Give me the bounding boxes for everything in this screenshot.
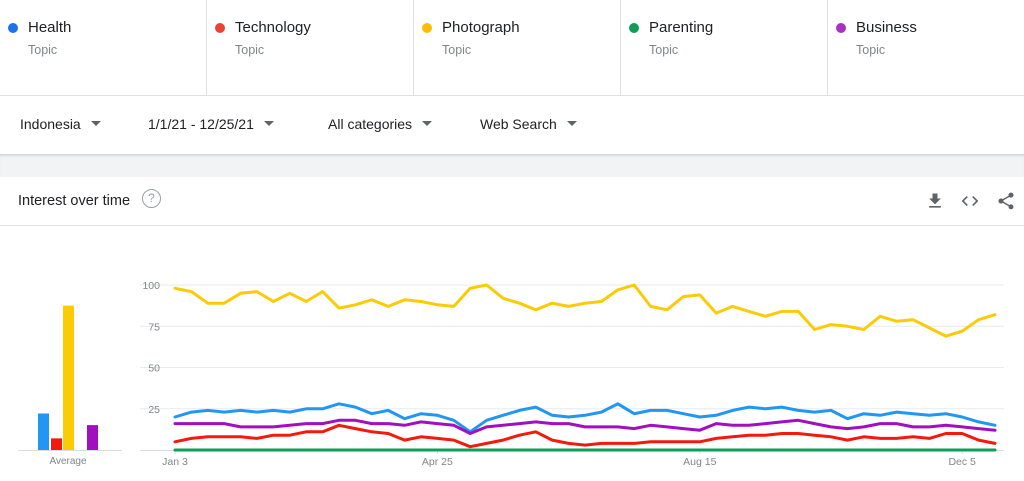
section-divider [0,154,1024,177]
series-color-dot [422,23,432,33]
card-title: Interest over time [18,193,131,209]
series-color-dot [215,23,225,33]
x-tick-label: Dec 5 [948,456,976,468]
term-type: Topic [649,43,679,57]
x-tick-label: Jan 3 [162,456,188,468]
term-type: Topic [28,43,58,57]
average-bar-business [87,425,98,450]
caret-down-icon [263,120,274,126]
average-bar-health [38,413,49,450]
term-name: Photograph [442,19,520,36]
term-name: Health [28,19,72,36]
term-card-photograph[interactable]: Photograph Topic [414,0,621,96]
help-icon[interactable]: ? [142,189,161,208]
embed-code-icon[interactable] [960,191,980,211]
download-icon[interactable] [925,191,945,211]
date-range-value: 1/1/21 - 12/25/21 [148,116,254,132]
series-line-business [173,418,997,435]
caret-down-icon [566,120,577,126]
interest-over-time-card: Interest over time ? Average 100 75 50 25 Ja… [0,177,1024,481]
average-bar-photograph [63,305,74,450]
series-line-photograph [173,283,997,338]
caret-down-icon [422,120,433,126]
term-name: Business [856,19,917,36]
series-line-health [173,402,997,434]
term-type: Topic [235,43,265,57]
series-color-dot [629,23,639,33]
y-tick-label: 50 [148,363,160,375]
compare-terms-bar: Health Topic Technology Topic Photograph… [0,0,1024,96]
x-tick-label: Aug 15 [683,456,716,468]
term-card-technology[interactable]: Technology Topic [207,0,414,96]
term-card-health[interactable]: Health Topic [0,0,207,96]
filter-bar: Indonesia 1/1/21 - 12/25/21 All categori… [0,96,1024,154]
average-label: Average [49,456,87,467]
term-type: Topic [856,43,886,57]
y-tick-label: 75 [148,321,160,333]
category-value: All categories [328,116,413,132]
y-tick-label: 25 [148,404,160,416]
share-icon[interactable] [996,191,1016,211]
interest-line-chart: 100 75 50 25 Jan 3 Apr 25 Aug 15 Dec 5 [140,280,1004,468]
x-tick-label: Apr 25 [422,456,453,468]
series-color-dot [836,23,846,33]
term-type: Topic [442,43,472,57]
series-line-technology [173,423,997,449]
caret-down-icon [90,120,101,126]
term-card-parenting[interactable]: Parenting Topic [621,0,828,96]
region-dropdown[interactable]: Indonesia [20,116,101,132]
term-name: Technology [235,19,311,36]
term-name: Parenting [649,19,714,36]
series-color-dot [8,23,18,33]
y-tick-label: 100 [142,280,160,292]
card-header: Interest over time ? [0,177,1024,226]
average-bar-chart: Average [18,305,122,467]
interest-chart: Average 100 75 50 25 Jan 3 Apr 25 Aug 15 Dec 5 [18,280,1004,468]
date-range-dropdown[interactable]: 1/1/21 - 12/25/21 [148,116,274,132]
category-dropdown[interactable]: All categories [328,116,433,132]
average-bar-technology [51,438,62,450]
search-type-value: Web Search [480,116,557,132]
search-type-dropdown[interactable]: Web Search [480,116,577,132]
region-value: Indonesia [20,116,81,132]
term-card-business[interactable]: Business Topic [828,0,1024,96]
